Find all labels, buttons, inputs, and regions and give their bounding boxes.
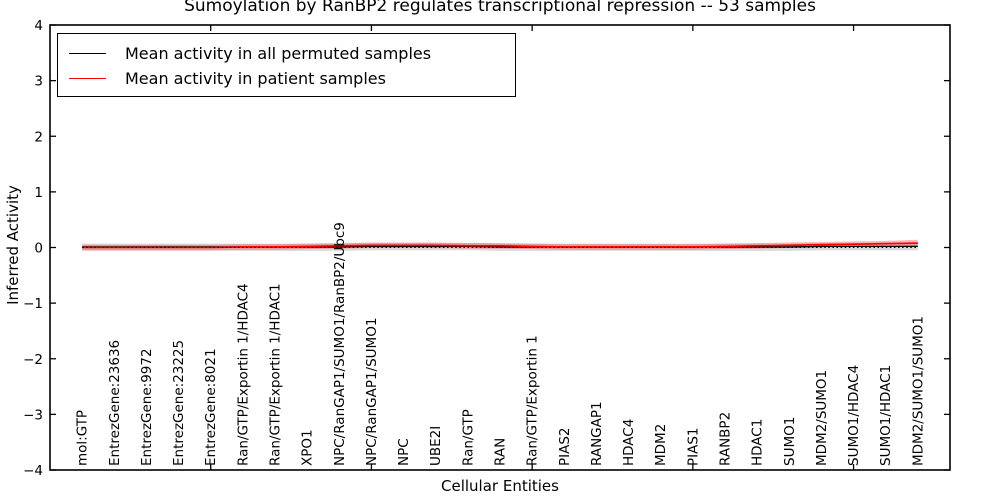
x-category-label: UBE2I <box>428 426 444 466</box>
x-category-label: RANBP2 <box>718 412 734 466</box>
x-category-label: Ran/GTP <box>460 409 476 466</box>
legend: Mean activity in all permuted samples Me… <box>57 33 516 97</box>
confidence-band-patient <box>82 239 918 251</box>
figure-title: Sumoylation by RanBP2 regulates transcri… <box>184 0 816 16</box>
x-category-label: RAN <box>493 438 509 466</box>
x-category-label: HDAC4 <box>621 419 637 466</box>
x-category-label: PIAS1 <box>685 427 701 466</box>
x-category-label: SUMO1 <box>782 417 798 466</box>
x-category-label: SUMO1/HDAC1 <box>878 365 894 466</box>
legend-line-sample-permuted <box>69 53 106 54</box>
x-category-label: MDM2/SUMO1/SUMO1 <box>910 316 926 466</box>
legend-entry-patient: Mean activity in patient samples <box>69 66 515 91</box>
x-category-label: Ran/GTP/Exportin 1/HDAC1 <box>268 283 284 466</box>
y-tick-label: −1 <box>23 296 43 312</box>
x-category-label: NPC/RanGAP1/SUMO1 <box>364 318 380 466</box>
x-category-label: EntrezGene:9972 <box>139 348 155 466</box>
x-category-label: MDM2 <box>653 424 669 466</box>
y-axis-label: Inferred Activity <box>4 185 22 305</box>
x-category-label: MDM2/SUMO1 <box>814 370 830 466</box>
y-tick-label: −4 <box>23 463 43 479</box>
y-tick-label: 0 <box>34 241 43 257</box>
x-category-label: RANGAP1 <box>589 401 605 466</box>
y-tick-label: 1 <box>34 185 43 201</box>
y-tick-label: 4 <box>34 18 43 34</box>
y-tick-label: −3 <box>23 407 43 423</box>
legend-label-patient: Mean activity in patient samples <box>125 69 386 88</box>
y-tick-label: 3 <box>34 74 43 90</box>
x-category-label: EntrezGene:8021 <box>203 348 219 466</box>
x-category-label: NPC/RanGAP1/SUMO1/RanBP2/Ubc9 <box>332 222 348 466</box>
x-category-label: Ran/GTP/Exportin 1 <box>525 335 541 466</box>
series-line-patient <box>82 242 918 249</box>
x-category-label: PIAS2 <box>557 427 573 466</box>
x-category-label: SUMO1/HDAC4 <box>846 365 862 466</box>
x-category-label: mol:GTP <box>75 410 91 466</box>
y-tick-label: −2 <box>23 352 43 368</box>
y-tick-label: 2 <box>34 129 43 145</box>
x-category-label: EntrezGene:23636 <box>107 340 123 466</box>
legend-label-permuted: Mean activity in all permuted samples <box>125 44 432 63</box>
x-category-label: XPO1 <box>300 429 316 466</box>
x-axis-label: Cellular Entities <box>441 477 559 495</box>
x-category-label: EntrezGene:23225 <box>171 340 187 466</box>
legend-line-sample-patient <box>69 78 106 79</box>
x-category-label: Ran/GTP/Exportin 1/HDAC4 <box>235 283 251 466</box>
x-category-label: HDAC1 <box>750 419 766 466</box>
x-category-label: NPC <box>396 438 412 466</box>
legend-entry-permuted: Mean activity in all permuted samples <box>69 41 515 66</box>
